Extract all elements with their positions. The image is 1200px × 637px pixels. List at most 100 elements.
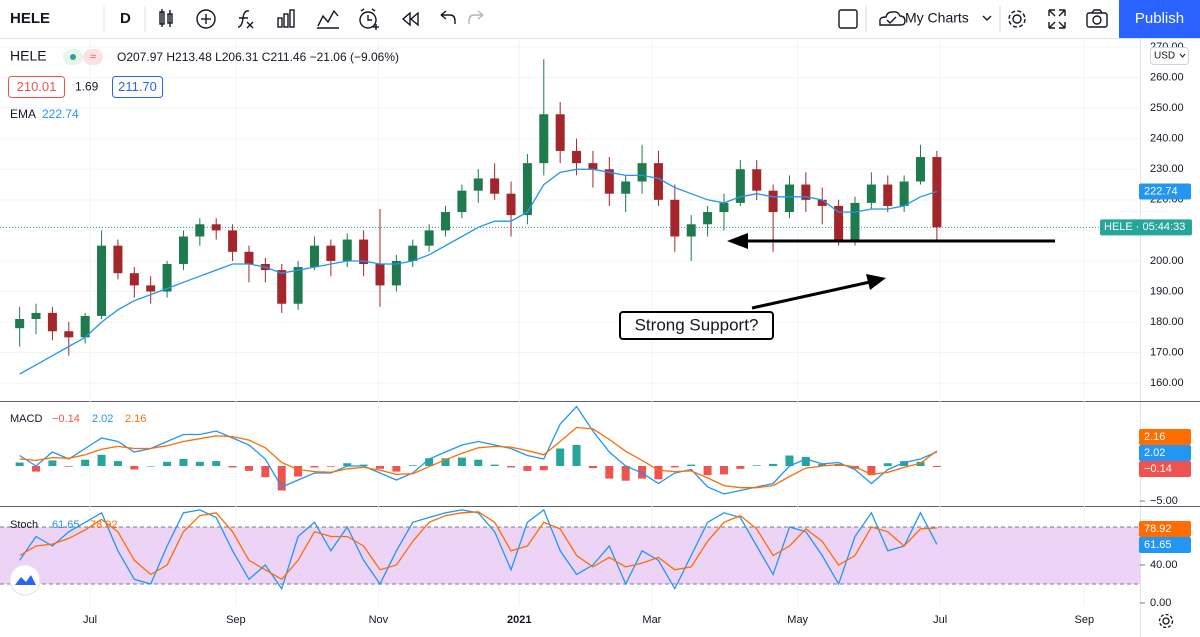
currency-label[interactable]: USD	[1154, 51, 1175, 62]
histogram-bar	[621, 466, 630, 481]
macd-legend-title: MACD	[10, 413, 42, 425]
histogram-bar	[228, 466, 237, 468]
candle-body	[31, 312, 41, 320]
logo[interactable]	[9, 564, 41, 596]
bid-price[interactable]: 210.01	[17, 79, 57, 94]
logo-mark	[15, 575, 36, 585]
candle-body	[342, 239, 352, 261]
candle-body	[866, 184, 876, 203]
candle-body	[719, 202, 729, 213]
candle-body	[637, 163, 647, 182]
publish-label[interactable]: Publish	[1135, 10, 1184, 27]
spread: 1.69	[75, 80, 99, 94]
histogram-bar	[523, 466, 532, 471]
symbol-search[interactable]: HELE	[10, 10, 50, 27]
interval-button[interactable]: D	[120, 10, 131, 27]
x-tick-label: Mar	[642, 614, 661, 626]
fullscreen-icon[interactable]	[1048, 9, 1066, 29]
histogram-bar	[539, 466, 548, 471]
x-tick-label: Sep	[226, 614, 246, 626]
histogram-bar	[212, 461, 221, 467]
histogram-bar	[48, 460, 57, 467]
redo-icon[interactable]	[468, 10, 484, 24]
candle-body	[195, 224, 205, 237]
replay-icon[interactable]	[401, 11, 419, 27]
candle-body	[588, 163, 598, 170]
y-tick-label: 190.00	[1150, 285, 1184, 297]
chevron-icon[interactable]	[982, 15, 992, 21]
macd-legend-signal: 2.16	[125, 413, 146, 425]
snapshot-icon[interactable]	[1086, 9, 1108, 28]
layout-icon[interactable]	[838, 9, 858, 29]
histogram-bar	[703, 466, 712, 476]
arrow-head	[727, 233, 748, 249]
candle-body	[506, 193, 516, 216]
macd-badge-bg	[1139, 445, 1191, 461]
publish-button[interactable]	[1119, 0, 1200, 38]
x-tick-label: Nov	[369, 614, 389, 626]
candle-body	[178, 236, 188, 265]
candle-body	[424, 230, 434, 246]
indicators-icon[interactable]	[237, 10, 254, 29]
legend-symbol: HELE	[10, 48, 47, 64]
bid-box[interactable]	[8, 76, 65, 98]
histogram-bar	[163, 461, 172, 467]
candle-body	[408, 245, 418, 261]
histogram-bar	[64, 466, 73, 467]
candle-body	[113, 245, 123, 274]
signal-badge: 2.16	[1144, 431, 1165, 443]
histogram-bar	[801, 456, 810, 467]
candle-body	[391, 260, 401, 286]
signal-badge-bg	[1139, 429, 1191, 445]
histogram-bar	[654, 466, 663, 480]
candle-body	[735, 169, 745, 203]
candle-body	[375, 264, 385, 286]
histogram-bar	[605, 466, 614, 479]
candle-body	[293, 267, 303, 304]
histogram-bar	[392, 466, 401, 472]
compare-icon[interactable]	[196, 9, 216, 29]
candle-body	[47, 312, 57, 332]
histogram-bar	[32, 466, 41, 472]
histogram-bar	[932, 466, 941, 467]
ask-price[interactable]: 211.70	[118, 79, 157, 94]
status-icon: ≈	[90, 51, 96, 63]
plot-layer: Jul Sep Nov 2021 Mar May Jul Sep 160.00 170.00 180…	[0, 39, 1192, 626]
candle-body	[64, 331, 74, 338]
candle-body	[604, 169, 614, 194]
support-arrow	[727, 233, 1055, 310]
axis-settings-icon[interactable]	[1158, 613, 1174, 629]
currency-button[interactable]	[1150, 47, 1189, 65]
stoch-d-badge: 78.92	[1144, 523, 1172, 535]
histogram-bar	[277, 466, 286, 491]
alert-icon[interactable]	[359, 8, 379, 30]
histogram-bar	[457, 457, 466, 467]
y-tick-label: −5.00	[1150, 495, 1178, 507]
settings-icon[interactable]	[1008, 10, 1026, 28]
stoch-d-line	[19, 511, 937, 581]
candle-body	[326, 245, 336, 261]
candle-body	[784, 184, 794, 213]
my-charts[interactable]: My Charts	[905, 10, 969, 26]
x-tick-label: May	[787, 614, 808, 626]
stoch-k-line	[19, 508, 938, 591]
stoch-legend-d: 78.92	[90, 519, 118, 531]
candle-body	[817, 199, 827, 206]
macd-legend-hist: −0.14	[52, 413, 80, 425]
ask-box[interactable]	[112, 76, 163, 98]
histogram-bar	[670, 466, 679, 468]
histogram-bar	[294, 466, 303, 477]
candle-body	[899, 181, 909, 206]
templates-icon[interactable]	[277, 9, 295, 28]
histogram-bar	[244, 466, 253, 471]
candle-body	[309, 245, 319, 268]
histogram-bar	[326, 466, 335, 467]
undo-icon[interactable]	[440, 10, 456, 24]
chart-type-icon[interactable]	[159, 9, 173, 27]
macd-legend-macd: 2.02	[92, 413, 113, 425]
histogram-bar	[261, 466, 270, 478]
stoch-k-badge: 61.65	[1144, 539, 1172, 551]
candle-body	[916, 157, 926, 182]
replay-bars-icon[interactable]	[317, 9, 339, 29]
